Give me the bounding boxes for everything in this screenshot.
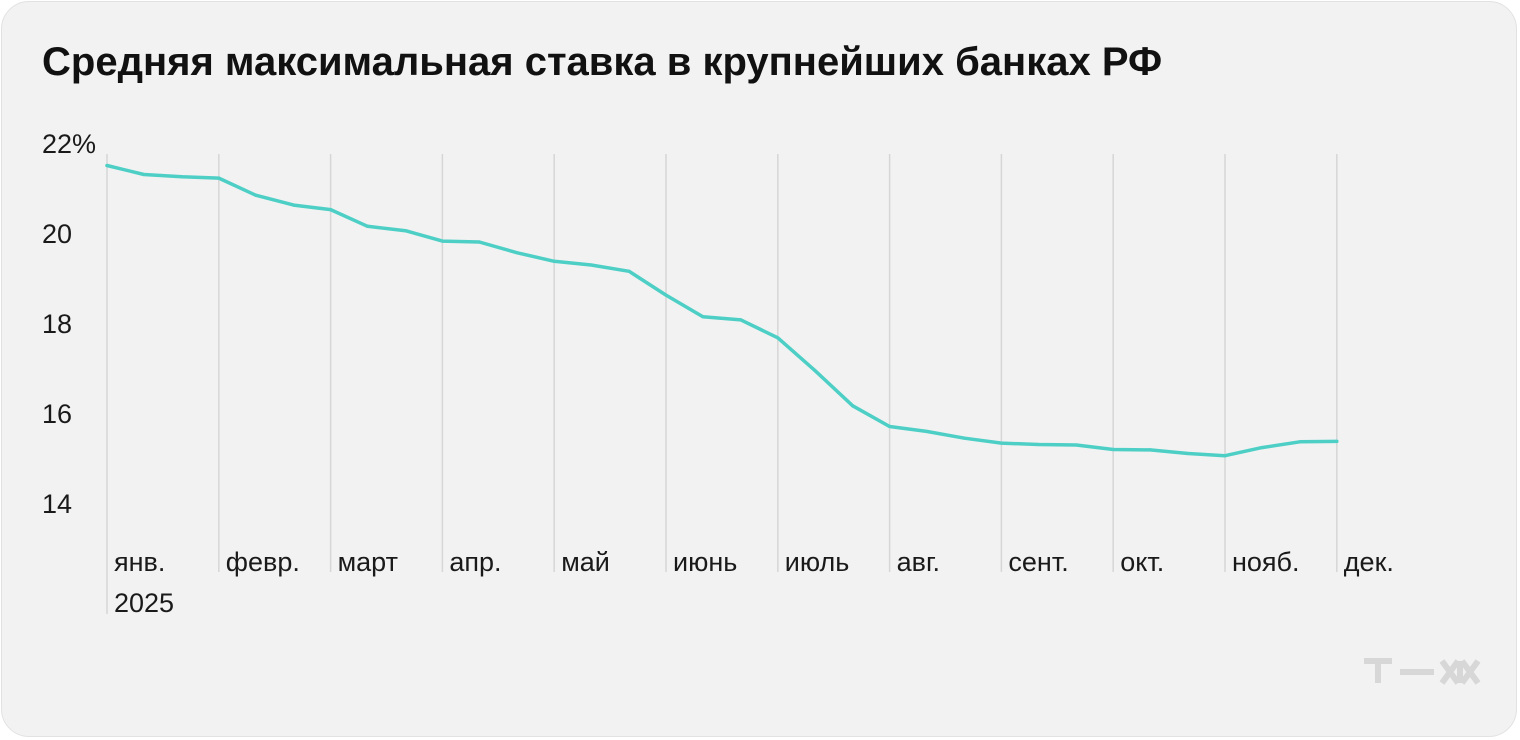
data-point xyxy=(1335,439,1339,443)
data-point xyxy=(1036,442,1040,447)
y-tick-label: 16 xyxy=(42,399,72,429)
data-point xyxy=(403,229,408,233)
data-point xyxy=(254,193,258,197)
y-tick-label: 22% xyxy=(42,129,96,159)
data-point xyxy=(180,175,184,179)
x-tick-label: март xyxy=(338,547,398,577)
data-point xyxy=(999,441,1004,445)
data-point xyxy=(962,436,967,440)
data-point xyxy=(552,259,556,263)
x-tick-label: май xyxy=(561,547,610,577)
data-point xyxy=(1298,440,1302,444)
data-point xyxy=(1223,454,1227,458)
x-tick-label: окт. xyxy=(1120,547,1164,577)
data-point xyxy=(1260,446,1264,450)
x-tick-label: авг. xyxy=(897,547,940,577)
y-tick-label: 20 xyxy=(42,219,72,249)
data-point xyxy=(292,203,296,207)
data-point xyxy=(105,163,109,168)
data-point xyxy=(217,176,221,180)
data-point xyxy=(477,240,481,244)
data-point xyxy=(515,251,519,255)
x-tick-label: сент. xyxy=(1008,547,1068,577)
data-point xyxy=(627,269,631,273)
data-point xyxy=(589,263,593,267)
data-point xyxy=(1186,451,1190,456)
data-point xyxy=(1074,443,1078,447)
data-point xyxy=(329,208,333,212)
data-point xyxy=(813,368,817,372)
y-tick-label: 14 xyxy=(42,489,72,519)
data-point xyxy=(365,224,370,228)
rate-series-line xyxy=(105,163,1339,458)
data-point xyxy=(440,239,444,243)
y-tick-label: 18 xyxy=(42,309,72,339)
x-tick-label: апр. xyxy=(449,547,501,577)
data-point xyxy=(739,318,743,322)
x-year-label: 2025 xyxy=(114,588,174,618)
x-tick-label: нояб. xyxy=(1232,547,1300,577)
chart-title: Средняя максимальная ставка в крупнейших… xyxy=(42,40,1163,84)
data-point xyxy=(924,429,929,434)
x-tick-label: февр. xyxy=(226,547,300,577)
data-point xyxy=(776,336,780,340)
data-point xyxy=(851,404,855,408)
data-point xyxy=(1111,447,1115,452)
data-point xyxy=(701,315,705,319)
x-tick-label: янв. xyxy=(114,547,165,577)
x-tick-label: июль xyxy=(785,547,850,577)
data-point xyxy=(142,172,146,177)
x-tick-label: дек. xyxy=(1344,547,1394,577)
data-point xyxy=(888,424,892,429)
x-tick-label: июнь xyxy=(673,547,737,577)
data-point xyxy=(664,293,668,297)
data-point xyxy=(1148,448,1152,452)
tzh-logo-icon xyxy=(1364,658,1481,685)
